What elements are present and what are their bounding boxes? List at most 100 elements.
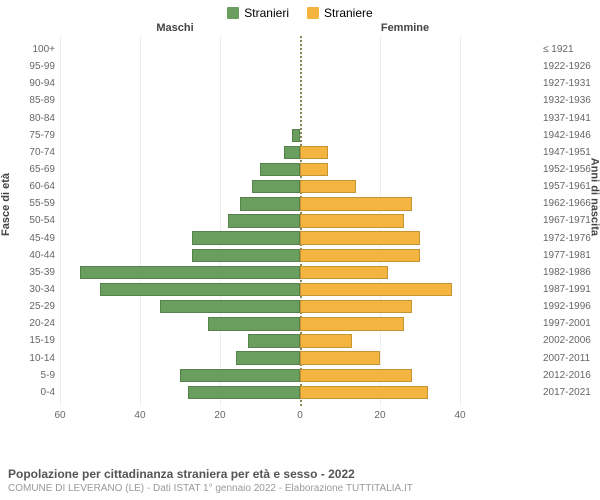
x-tick-label: 60 — [54, 410, 65, 421]
birth-year-label: 1977-1981 — [543, 250, 598, 261]
pyramid-row: 80-841937-1941 — [60, 110, 540, 127]
bar-male — [284, 146, 300, 159]
footer: Popolazione per cittadinanza straniera p… — [8, 467, 413, 494]
bar-female — [300, 351, 380, 364]
pyramid-row: 40-441977-1981 — [60, 247, 540, 264]
x-tick-label: 40 — [134, 410, 145, 421]
bar-male-container — [60, 195, 300, 212]
legend-item-male: Stranieri — [227, 6, 289, 20]
age-label: 20-24 — [5, 318, 55, 329]
pyramid-row: 95-991922-1926 — [60, 58, 540, 75]
birth-year-label: 2012-2016 — [543, 370, 598, 381]
bar-male-container — [60, 110, 300, 127]
bar-male-container — [60, 92, 300, 109]
bar-female-container — [300, 144, 540, 161]
column-header-female: Femmine — [290, 22, 580, 34]
age-label: 60-64 — [5, 181, 55, 192]
bar-female-container — [300, 367, 540, 384]
bar-male — [240, 197, 300, 210]
bar-male — [252, 180, 300, 193]
pyramid-row: 65-691952-1956 — [60, 161, 540, 178]
footer-subtitle: COMUNE DI LEVERANO (LE) - Dati ISTAT 1° … — [8, 483, 413, 494]
column-header-male: Maschi — [0, 22, 290, 34]
bar-female — [300, 249, 420, 262]
bar-male — [260, 163, 300, 176]
bar-female-container — [300, 195, 540, 212]
x-tick-label: 20 — [374, 410, 385, 421]
legend-item-female: Straniere — [307, 6, 373, 20]
bar-female — [300, 146, 328, 159]
bar-female — [300, 283, 452, 296]
legend-swatch-male — [227, 7, 239, 19]
bar-female — [300, 386, 428, 399]
bar-male-container — [60, 298, 300, 315]
pyramid-row: 0-42017-2021 — [60, 384, 540, 401]
age-label: 0-4 — [5, 387, 55, 398]
pyramid-row: 55-591962-1966 — [60, 195, 540, 212]
birth-year-label: 1972-1976 — [543, 233, 598, 244]
bar-male — [80, 266, 300, 279]
legend: Stranieri Straniere — [0, 0, 600, 20]
age-label: 85-89 — [5, 95, 55, 106]
pyramid-row: 25-291992-1996 — [60, 298, 540, 315]
bar-female-container — [300, 230, 540, 247]
footer-title: Popolazione per cittadinanza straniera p… — [8, 467, 413, 481]
age-label: 65-69 — [5, 164, 55, 175]
bar-male — [192, 231, 300, 244]
legend-swatch-female — [307, 7, 319, 19]
birth-year-label: 1932-1936 — [543, 95, 598, 106]
age-label: 80-84 — [5, 113, 55, 124]
bar-male — [228, 214, 300, 227]
bar-female — [300, 300, 412, 313]
bar-male-container — [60, 315, 300, 332]
bar-female — [300, 334, 352, 347]
age-label: 30-34 — [5, 284, 55, 295]
age-label: 55-59 — [5, 198, 55, 209]
pyramid-row: 45-491972-1976 — [60, 230, 540, 247]
pyramid-row: 50-541967-1971 — [60, 212, 540, 229]
bar-female-container — [300, 75, 540, 92]
bar-male-container — [60, 230, 300, 247]
bar-female-container — [300, 332, 540, 349]
age-label: 15-19 — [5, 335, 55, 346]
birth-year-label: 1922-1926 — [543, 61, 598, 72]
bar-female-container — [300, 264, 540, 281]
age-label: 50-54 — [5, 215, 55, 226]
pyramid-row: 70-741947-1951 — [60, 144, 540, 161]
age-label: 70-74 — [5, 147, 55, 158]
bar-male-container — [60, 127, 300, 144]
bar-female — [300, 369, 412, 382]
x-tick-label: 0 — [297, 410, 303, 421]
bar-female — [300, 214, 404, 227]
birth-year-label: 1997-2001 — [543, 318, 598, 329]
bar-male-container — [60, 264, 300, 281]
x-tick-label: 40 — [454, 410, 465, 421]
age-label: 40-44 — [5, 250, 55, 261]
birth-year-label: 1967-1971 — [543, 215, 598, 226]
bar-male — [292, 129, 300, 142]
bar-male-container — [60, 144, 300, 161]
pyramid-row: 100+≤ 1921 — [60, 41, 540, 58]
bar-male-container — [60, 161, 300, 178]
bar-male-container — [60, 178, 300, 195]
age-label: 95-99 — [5, 61, 55, 72]
bar-female-container — [300, 127, 540, 144]
pyramid-row: 90-941927-1931 — [60, 75, 540, 92]
bar-male-container — [60, 247, 300, 264]
legend-label-female: Straniere — [324, 6, 373, 20]
bar-male-container — [60, 384, 300, 401]
bar-male-container — [60, 367, 300, 384]
bar-female-container — [300, 41, 540, 58]
bar-female-container — [300, 178, 540, 195]
birth-year-label: 1947-1951 — [543, 147, 598, 158]
x-tick-label: 20 — [214, 410, 225, 421]
pyramid-row: 15-192002-2006 — [60, 332, 540, 349]
bar-male-container — [60, 350, 300, 367]
bar-female-container — [300, 58, 540, 75]
pyramid-row: 5-92012-2016 — [60, 367, 540, 384]
birth-year-label: ≤ 1921 — [543, 44, 598, 55]
birth-year-label: 1942-1946 — [543, 130, 598, 141]
legend-label-male: Stranieri — [244, 6, 289, 20]
pyramid-row: 30-341987-1991 — [60, 281, 540, 298]
bar-male-container — [60, 75, 300, 92]
